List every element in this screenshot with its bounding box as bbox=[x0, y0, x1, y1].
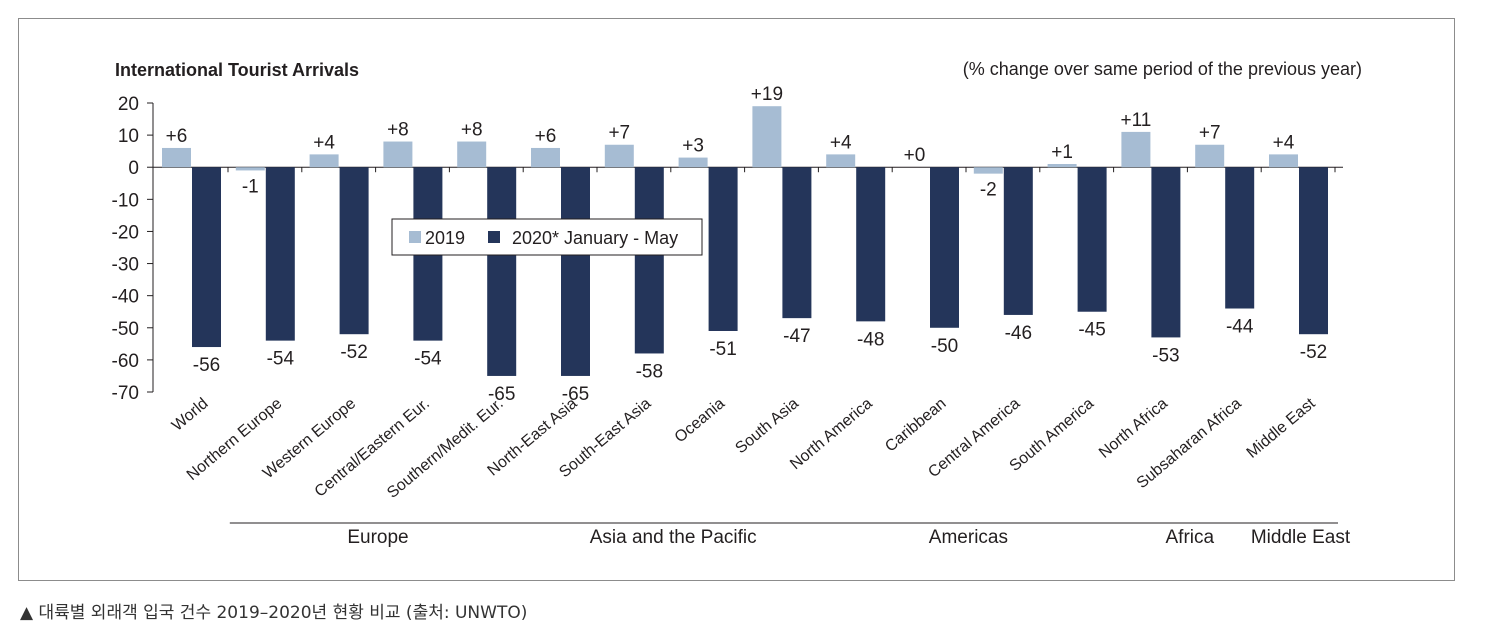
bar-2019 bbox=[604, 144, 634, 168]
bar-2019 bbox=[235, 167, 265, 171]
data-label-2019: -2 bbox=[980, 180, 997, 201]
data-label-2020: -65 bbox=[488, 384, 515, 405]
data-label-2020: -45 bbox=[1078, 320, 1105, 341]
data-label-2020: -58 bbox=[636, 361, 663, 382]
y-tick-label: -50 bbox=[112, 319, 139, 340]
data-label-2020: -52 bbox=[340, 342, 367, 363]
data-label-2019: +11 bbox=[1120, 110, 1151, 131]
data-label-2019: +0 bbox=[904, 145, 926, 166]
bar-2019 bbox=[826, 154, 856, 168]
bar-2020 bbox=[192, 167, 221, 348]
group-label: Americas bbox=[929, 527, 1008, 548]
x-category-label: Middle East bbox=[1244, 395, 1319, 462]
bar-2020 bbox=[339, 167, 369, 335]
bar-2020 bbox=[265, 167, 295, 341]
y-tick-label: -70 bbox=[112, 383, 139, 404]
bar-2019 bbox=[752, 106, 782, 168]
data-label-2020: -46 bbox=[1005, 323, 1032, 344]
figure-caption: ▲ 대륙별 외래객 입국 건수 2019–2020년 현황 비교 (출처: UN… bbox=[20, 603, 528, 623]
data-label-2020: -44 bbox=[1226, 317, 1254, 338]
data-label-2020: -54 bbox=[267, 349, 295, 370]
data-label-2020: -48 bbox=[857, 329, 884, 350]
chart-title: International Tourist Arrivals bbox=[115, 60, 359, 80]
bar-2019 bbox=[1195, 144, 1225, 168]
bar-2020 bbox=[708, 167, 738, 331]
data-label-2019: +7 bbox=[1199, 123, 1221, 144]
bar-2020 bbox=[782, 167, 812, 319]
x-category-label: Oceania bbox=[672, 395, 729, 446]
data-label-2020: -65 bbox=[562, 384, 589, 405]
chart-frame: International Tourist Arrivals (% change … bbox=[18, 18, 1455, 581]
bar-2020 bbox=[930, 167, 959, 328]
data-label-2019: +4 bbox=[313, 132, 335, 153]
bar-2019 bbox=[383, 141, 413, 168]
chart-subtitle: (% change over same period of the previo… bbox=[963, 59, 1362, 79]
bar-chart: International Tourist Arrivals (% change … bbox=[112, 59, 1362, 548]
bar-2020 bbox=[856, 167, 886, 322]
bar-2019 bbox=[973, 167, 1003, 174]
data-label-2019: +6 bbox=[166, 126, 188, 147]
bar-2019 bbox=[457, 141, 487, 168]
bar-2020 bbox=[1003, 167, 1033, 315]
y-tick-label: 20 bbox=[118, 94, 139, 115]
bar-2019 bbox=[1269, 154, 1298, 168]
bar-2020 bbox=[1077, 167, 1107, 312]
x-category-label: World bbox=[169, 395, 212, 435]
legend-swatch-2020 bbox=[488, 231, 500, 243]
bar-2020 bbox=[1151, 167, 1181, 338]
bar-2020 bbox=[1299, 167, 1328, 335]
y-tick-label: 10 bbox=[118, 126, 139, 147]
data-label-2020: -51 bbox=[709, 339, 736, 360]
data-label-2019: +1 bbox=[1051, 142, 1073, 163]
bar-2019 bbox=[1047, 164, 1077, 168]
legend-swatch-2019 bbox=[409, 231, 421, 243]
x-category-label: South Asia bbox=[732, 395, 802, 457]
data-label-2020: -52 bbox=[1300, 342, 1327, 363]
y-tick-label: -10 bbox=[112, 190, 139, 211]
data-label-2019: +8 bbox=[461, 120, 483, 141]
group-label: Asia and the Pacific bbox=[590, 527, 757, 548]
data-label-2020: -47 bbox=[783, 326, 810, 347]
y-tick-label: -40 bbox=[112, 287, 139, 308]
bar-2019 bbox=[1121, 131, 1151, 168]
y-tick-label: 0 bbox=[128, 158, 139, 179]
legend-box bbox=[391, 218, 703, 256]
bar-2020 bbox=[634, 167, 664, 354]
data-label-2020: -53 bbox=[1152, 345, 1179, 366]
bar-2019 bbox=[309, 154, 339, 168]
group-label: Middle East bbox=[1251, 527, 1351, 548]
data-label-2020: -50 bbox=[931, 336, 958, 357]
group-label: Europe bbox=[347, 527, 408, 548]
data-label-2019: +3 bbox=[682, 136, 704, 157]
y-tick-label: -20 bbox=[112, 222, 139, 243]
y-tick-label: -30 bbox=[112, 255, 139, 276]
bar-2020 bbox=[487, 167, 517, 376]
data-label-2019: +4 bbox=[830, 132, 852, 153]
data-label-2019: +19 bbox=[751, 84, 783, 105]
legend-label-2020: 2020* January - May bbox=[512, 228, 678, 248]
bar-2020 bbox=[1225, 167, 1255, 309]
legend-label-2019: 2019 bbox=[425, 228, 465, 248]
data-label-2020: -56 bbox=[193, 355, 220, 376]
bar-2019 bbox=[678, 157, 708, 168]
bar-2020 bbox=[561, 167, 590, 376]
bar-2019 bbox=[162, 147, 191, 168]
x-category-label: Caribbean bbox=[882, 395, 949, 455]
data-label-2019: +4 bbox=[1273, 132, 1295, 153]
x-category-label: North Africa bbox=[1096, 395, 1171, 462]
data-label-2019: +7 bbox=[608, 123, 630, 144]
group-label: Africa bbox=[1166, 527, 1215, 548]
data-label-2019: +8 bbox=[387, 120, 409, 141]
data-label-2019: +6 bbox=[535, 126, 557, 147]
y-tick-label: -60 bbox=[112, 351, 139, 372]
data-label-2019: -1 bbox=[242, 176, 259, 197]
bar-2019 bbox=[531, 147, 560, 168]
data-label-2020: -54 bbox=[414, 349, 442, 370]
